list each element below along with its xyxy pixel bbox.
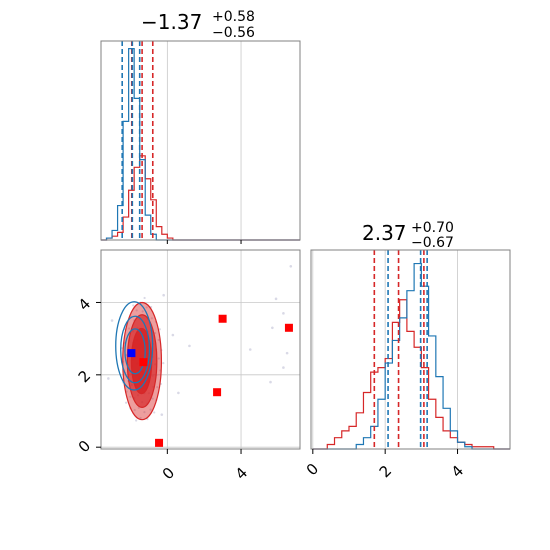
panel-hist-param2-border xyxy=(310,249,511,450)
cloud-point-61 xyxy=(135,309,138,312)
cloud-point-52 xyxy=(151,397,154,400)
square-markers xyxy=(127,314,293,447)
cloud-point-89 xyxy=(162,362,165,365)
hist-blue-param1 xyxy=(101,48,300,241)
axis-ticks xyxy=(96,240,459,454)
title-param1-median: −1.37 xyxy=(141,10,202,34)
scatter-point-12 xyxy=(110,319,114,322)
cloud-point-55 xyxy=(157,357,160,360)
ytick-label-p2-2: 2 xyxy=(75,367,94,386)
histogram-param2 xyxy=(312,250,510,450)
scatter-point-2 xyxy=(282,312,285,315)
scatter-point-8 xyxy=(188,344,191,348)
scatter-point-13 xyxy=(107,377,110,380)
cloud-point-65 xyxy=(149,408,152,411)
scatter-point-7 xyxy=(289,264,293,268)
cloud-point-87 xyxy=(143,296,146,300)
cloud-point-82 xyxy=(132,304,135,307)
title-param2-plus: +0.70 xyxy=(411,220,454,236)
marker-red-1 xyxy=(284,323,293,332)
cloud-point-60 xyxy=(156,386,159,389)
xtick-label-p1-4: 4 xyxy=(232,464,251,483)
cloud-point-88 xyxy=(124,401,128,404)
ytick-label-p2-4: 4 xyxy=(75,295,94,314)
cloud-point-54 xyxy=(129,395,132,398)
xtick-label-p1-0: 0 xyxy=(159,464,178,483)
contour-blue-0 xyxy=(115,301,154,391)
scatter-point-1 xyxy=(271,326,274,330)
panel-hist-param2 xyxy=(311,250,510,449)
cloud-point-63 xyxy=(157,338,160,342)
title-param1-plus: +0.58 xyxy=(212,9,255,25)
cloud-point-66 xyxy=(145,306,148,309)
xtick-label-p2-2: 2 xyxy=(376,462,395,481)
ytick-label-p2-0: 0 xyxy=(75,437,94,456)
panel-hist-param1 xyxy=(101,41,300,240)
hist-red-param1 xyxy=(101,155,300,241)
title-param2-median: 2.37 xyxy=(362,221,407,245)
marker-blue-0 xyxy=(127,349,136,358)
scatter-point-0 xyxy=(274,297,278,301)
cloud-point-83 xyxy=(135,419,138,422)
marker-red-0 xyxy=(218,314,227,323)
title-param1-minus: −0.56 xyxy=(212,25,255,41)
cloud-point-62 xyxy=(133,408,136,412)
marker-red-4 xyxy=(139,358,148,367)
scatter-point-9 xyxy=(171,333,175,337)
cloud-point-70 xyxy=(139,416,142,420)
xtick-label-p2-0: 0 xyxy=(303,460,322,479)
histogram-param1 xyxy=(101,41,300,241)
marker-red-3 xyxy=(155,438,164,447)
cloud-point-86 xyxy=(153,411,156,414)
scatter-point-3 xyxy=(285,351,289,355)
scatter-point-5 xyxy=(269,380,272,384)
panel-hist-param1-border xyxy=(100,40,301,241)
panel-2d-border xyxy=(100,249,301,450)
scatter-point-10 xyxy=(177,391,180,395)
hist-blue-param2 xyxy=(312,262,510,450)
scatter-point-11 xyxy=(162,293,165,297)
cloud-point-56 xyxy=(127,327,131,330)
scatter-point-14 xyxy=(160,413,164,416)
marker-red-2 xyxy=(213,388,222,397)
cloud-point-53 xyxy=(141,310,144,313)
cloud-point-57 xyxy=(143,411,146,414)
scatter-point-4 xyxy=(282,366,285,369)
cloud-point-58 xyxy=(150,317,153,320)
contour-blue-1 xyxy=(120,315,151,384)
cloud-point-84 xyxy=(158,328,161,331)
xtick-label-p2-4: 4 xyxy=(448,462,467,481)
contour-blue-2 xyxy=(124,328,146,375)
scatter-point-6 xyxy=(248,348,252,351)
title-param2-minus: −0.67 xyxy=(411,235,454,251)
